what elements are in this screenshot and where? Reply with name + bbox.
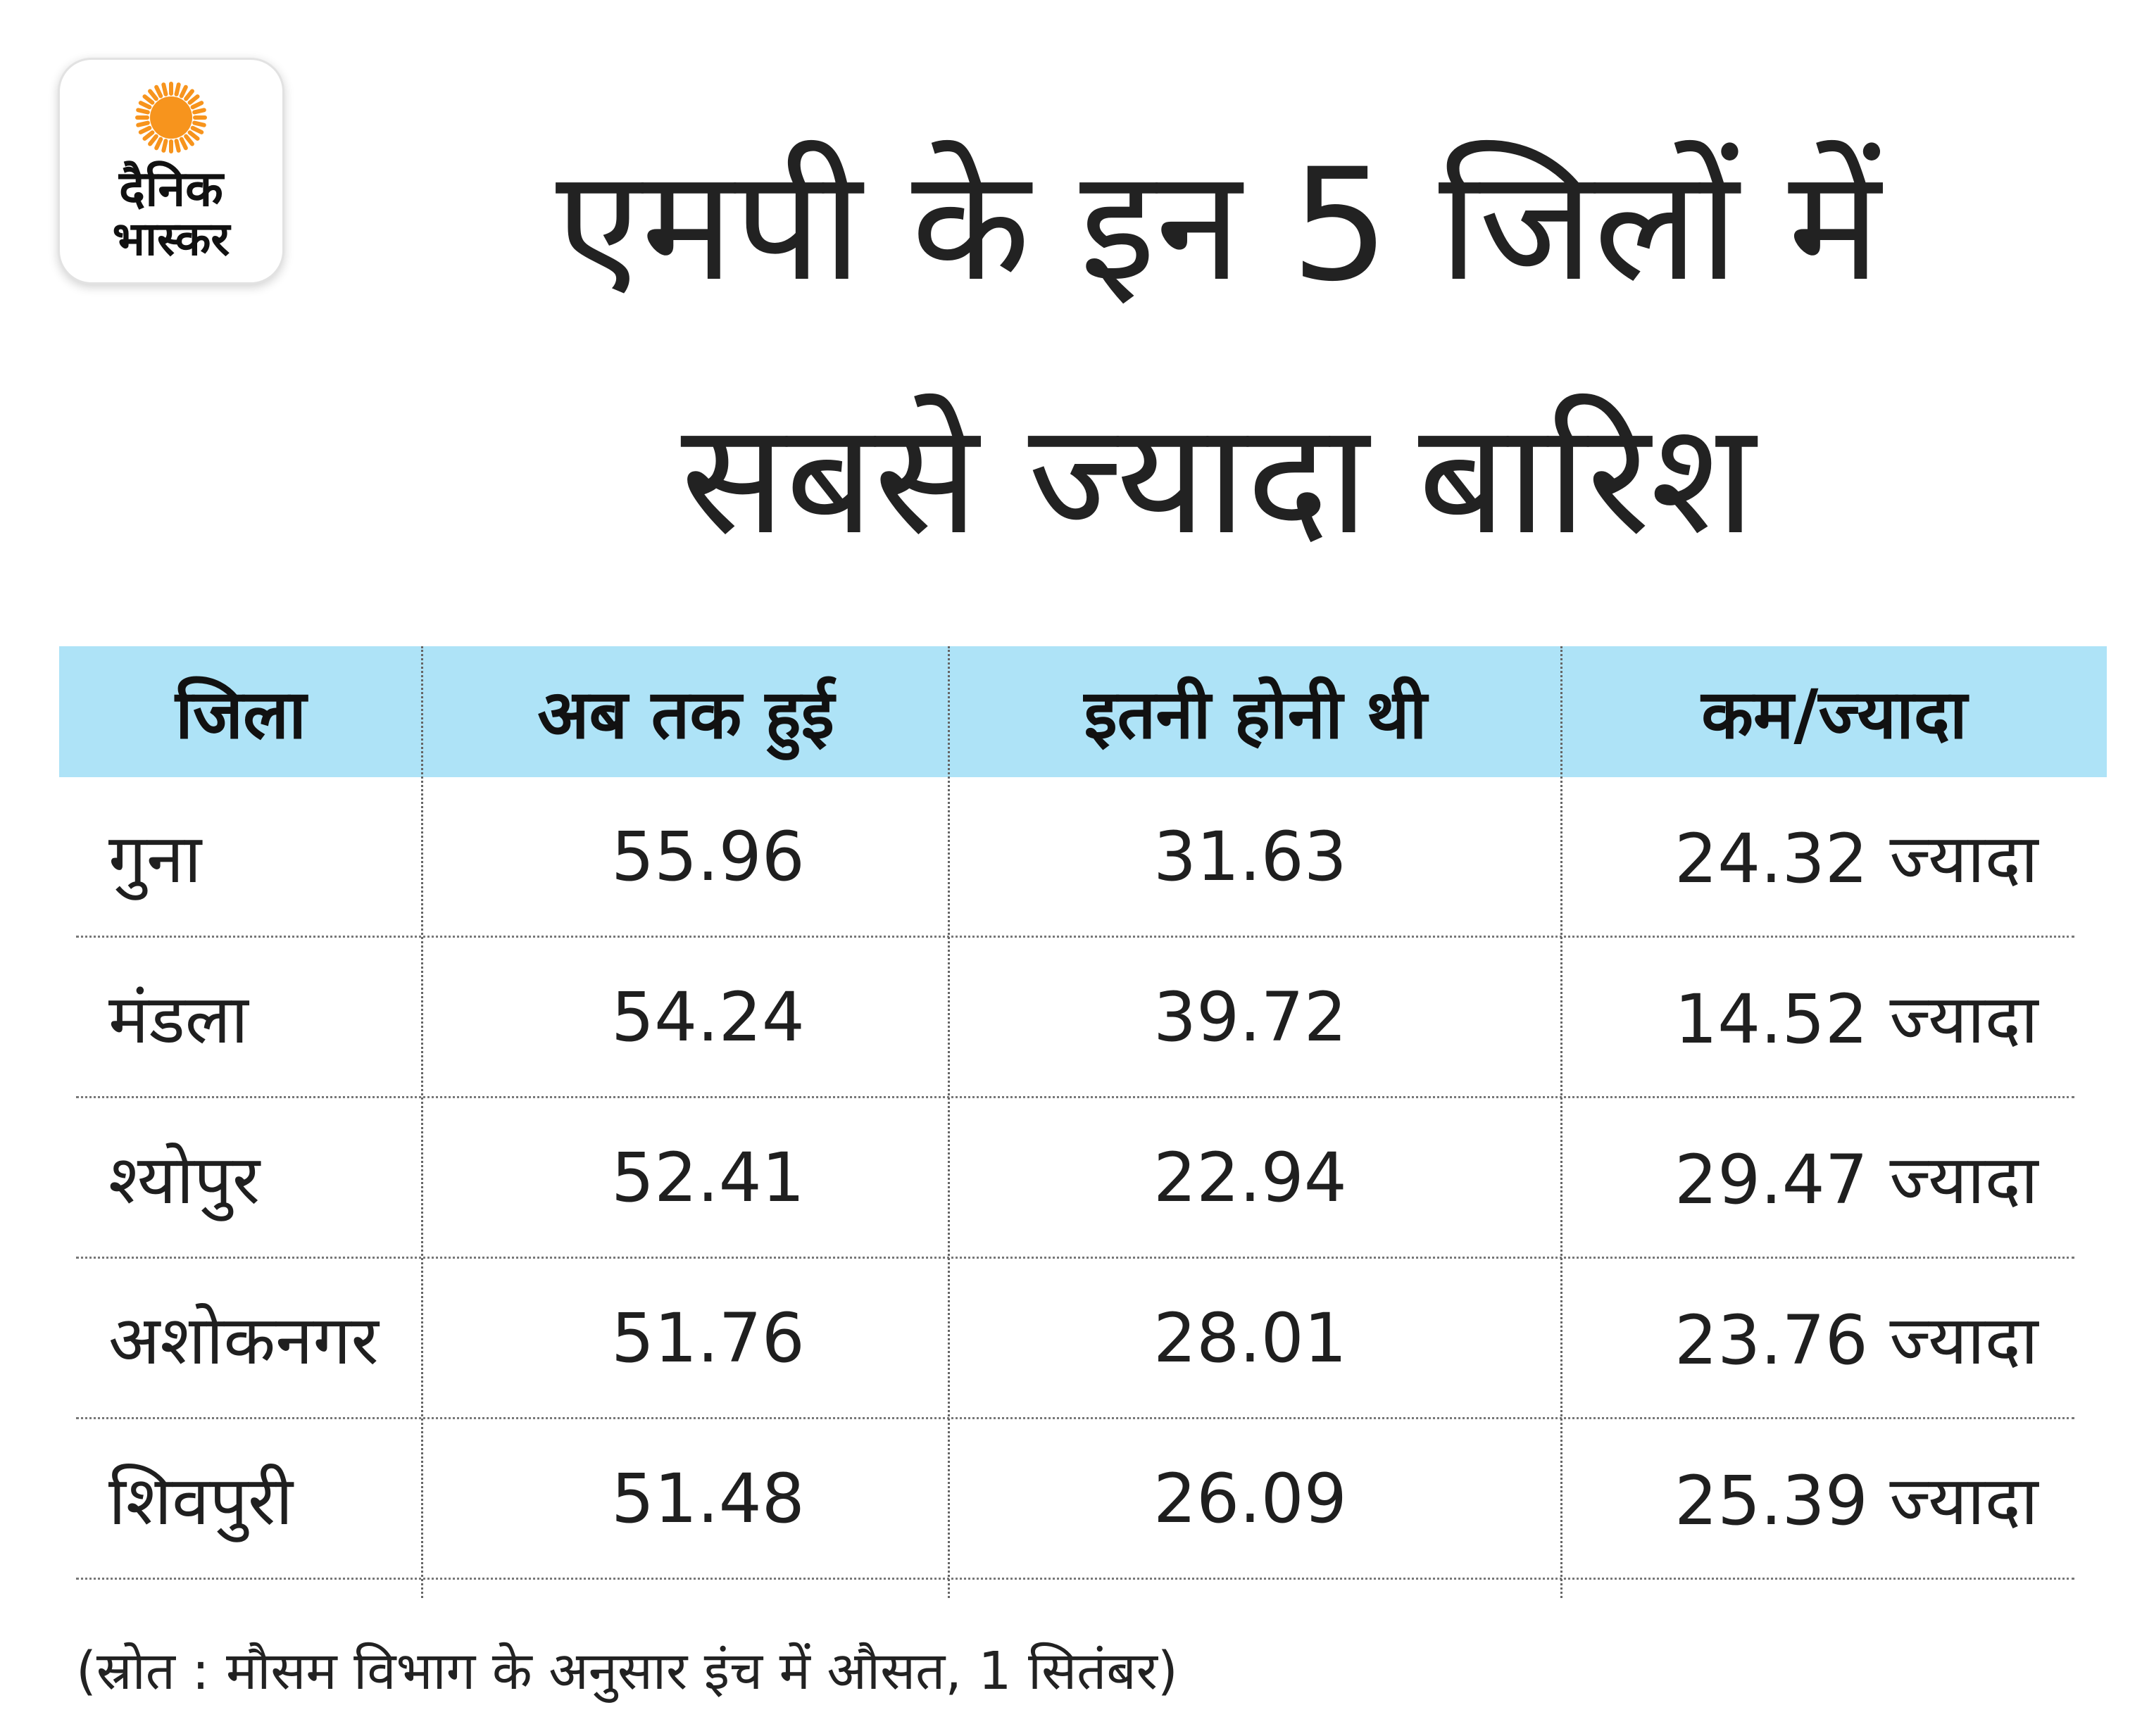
cell-district: मंडला (108, 980, 249, 1059)
logo-text-dainik: दैनिक (119, 160, 223, 218)
header-expected: इतनी होनी थी (1084, 674, 1427, 754)
cell-expected: 28.01 (1153, 1298, 1347, 1378)
header-district: जिला (175, 674, 307, 754)
cell-district: गुना (108, 819, 202, 898)
rainfall-table: जिला अब तक हुई इतनी होनी थी कम/ज्यादा गु… (59, 646, 2107, 1580)
cell-difference: 23.76 ज्यादा (1674, 1301, 2038, 1380)
sun-icon (135, 82, 207, 153)
headline: एमपी के इन 5 जिलों में सबसे ज्यादा बारिश (331, 99, 2105, 605)
source-note: (स्रोत : मौसम विभाग के अनुसार इंच में औस… (76, 1641, 1178, 1702)
table-row: शिवपुरी 51.48 26.09 25.39 ज्यादा (76, 1419, 2074, 1580)
table-row: अशोकनगर 51.76 28.01 23.76 ज्यादा (76, 1259, 2074, 1419)
dainik-bhaskar-logo: दैनिक भास्कर (58, 58, 284, 284)
cell-expected: 31.63 (1153, 817, 1347, 896)
cell-difference: 29.47 ज्यादा (1674, 1140, 2038, 1219)
cell-received: 51.76 (611, 1298, 805, 1378)
logo-text-bhaskar: भास्कर (112, 212, 230, 266)
table-header: जिला अब तक हुई इतनी होनी थी कम/ज्यादा (59, 646, 2107, 777)
cell-received: 52.41 (611, 1138, 805, 1217)
table-row: गुना 55.96 31.63 24.32 ज्यादा (76, 777, 2074, 938)
column-divider (948, 646, 950, 1598)
header-received: अब तक हुई (537, 674, 834, 754)
headline-line-2: सबसे ज्यादा बारिश (680, 389, 1756, 569)
cell-difference: 25.39 ज्यादा (1674, 1461, 2038, 1540)
table-row: श्योपुर 52.41 22.94 29.47 ज्यादा (76, 1098, 2074, 1259)
cell-district: श्योपुर (108, 1140, 261, 1219)
cell-difference: 14.52 ज्यादा (1674, 980, 2038, 1059)
header-difference: कम/ज्यादा (1701, 674, 1967, 754)
column-divider (421, 646, 423, 1598)
cell-district: अशोकनगर (108, 1301, 379, 1380)
cell-received: 54.24 (611, 977, 805, 1057)
cell-received: 55.96 (611, 817, 805, 896)
cell-expected: 22.94 (1153, 1138, 1347, 1217)
column-divider (1560, 646, 1562, 1598)
table-row: मंडला 54.24 39.72 14.52 ज्यादा (76, 938, 2074, 1098)
headline-line-1: एमपी के इन 5 जिलों में (556, 135, 1881, 315)
cell-received: 51.48 (611, 1459, 805, 1538)
cell-expected: 26.09 (1153, 1459, 1347, 1538)
cell-district: शिवपुरी (108, 1461, 294, 1540)
cell-difference: 24.32 ज्यादा (1674, 819, 2038, 898)
cell-expected: 39.72 (1153, 977, 1347, 1057)
